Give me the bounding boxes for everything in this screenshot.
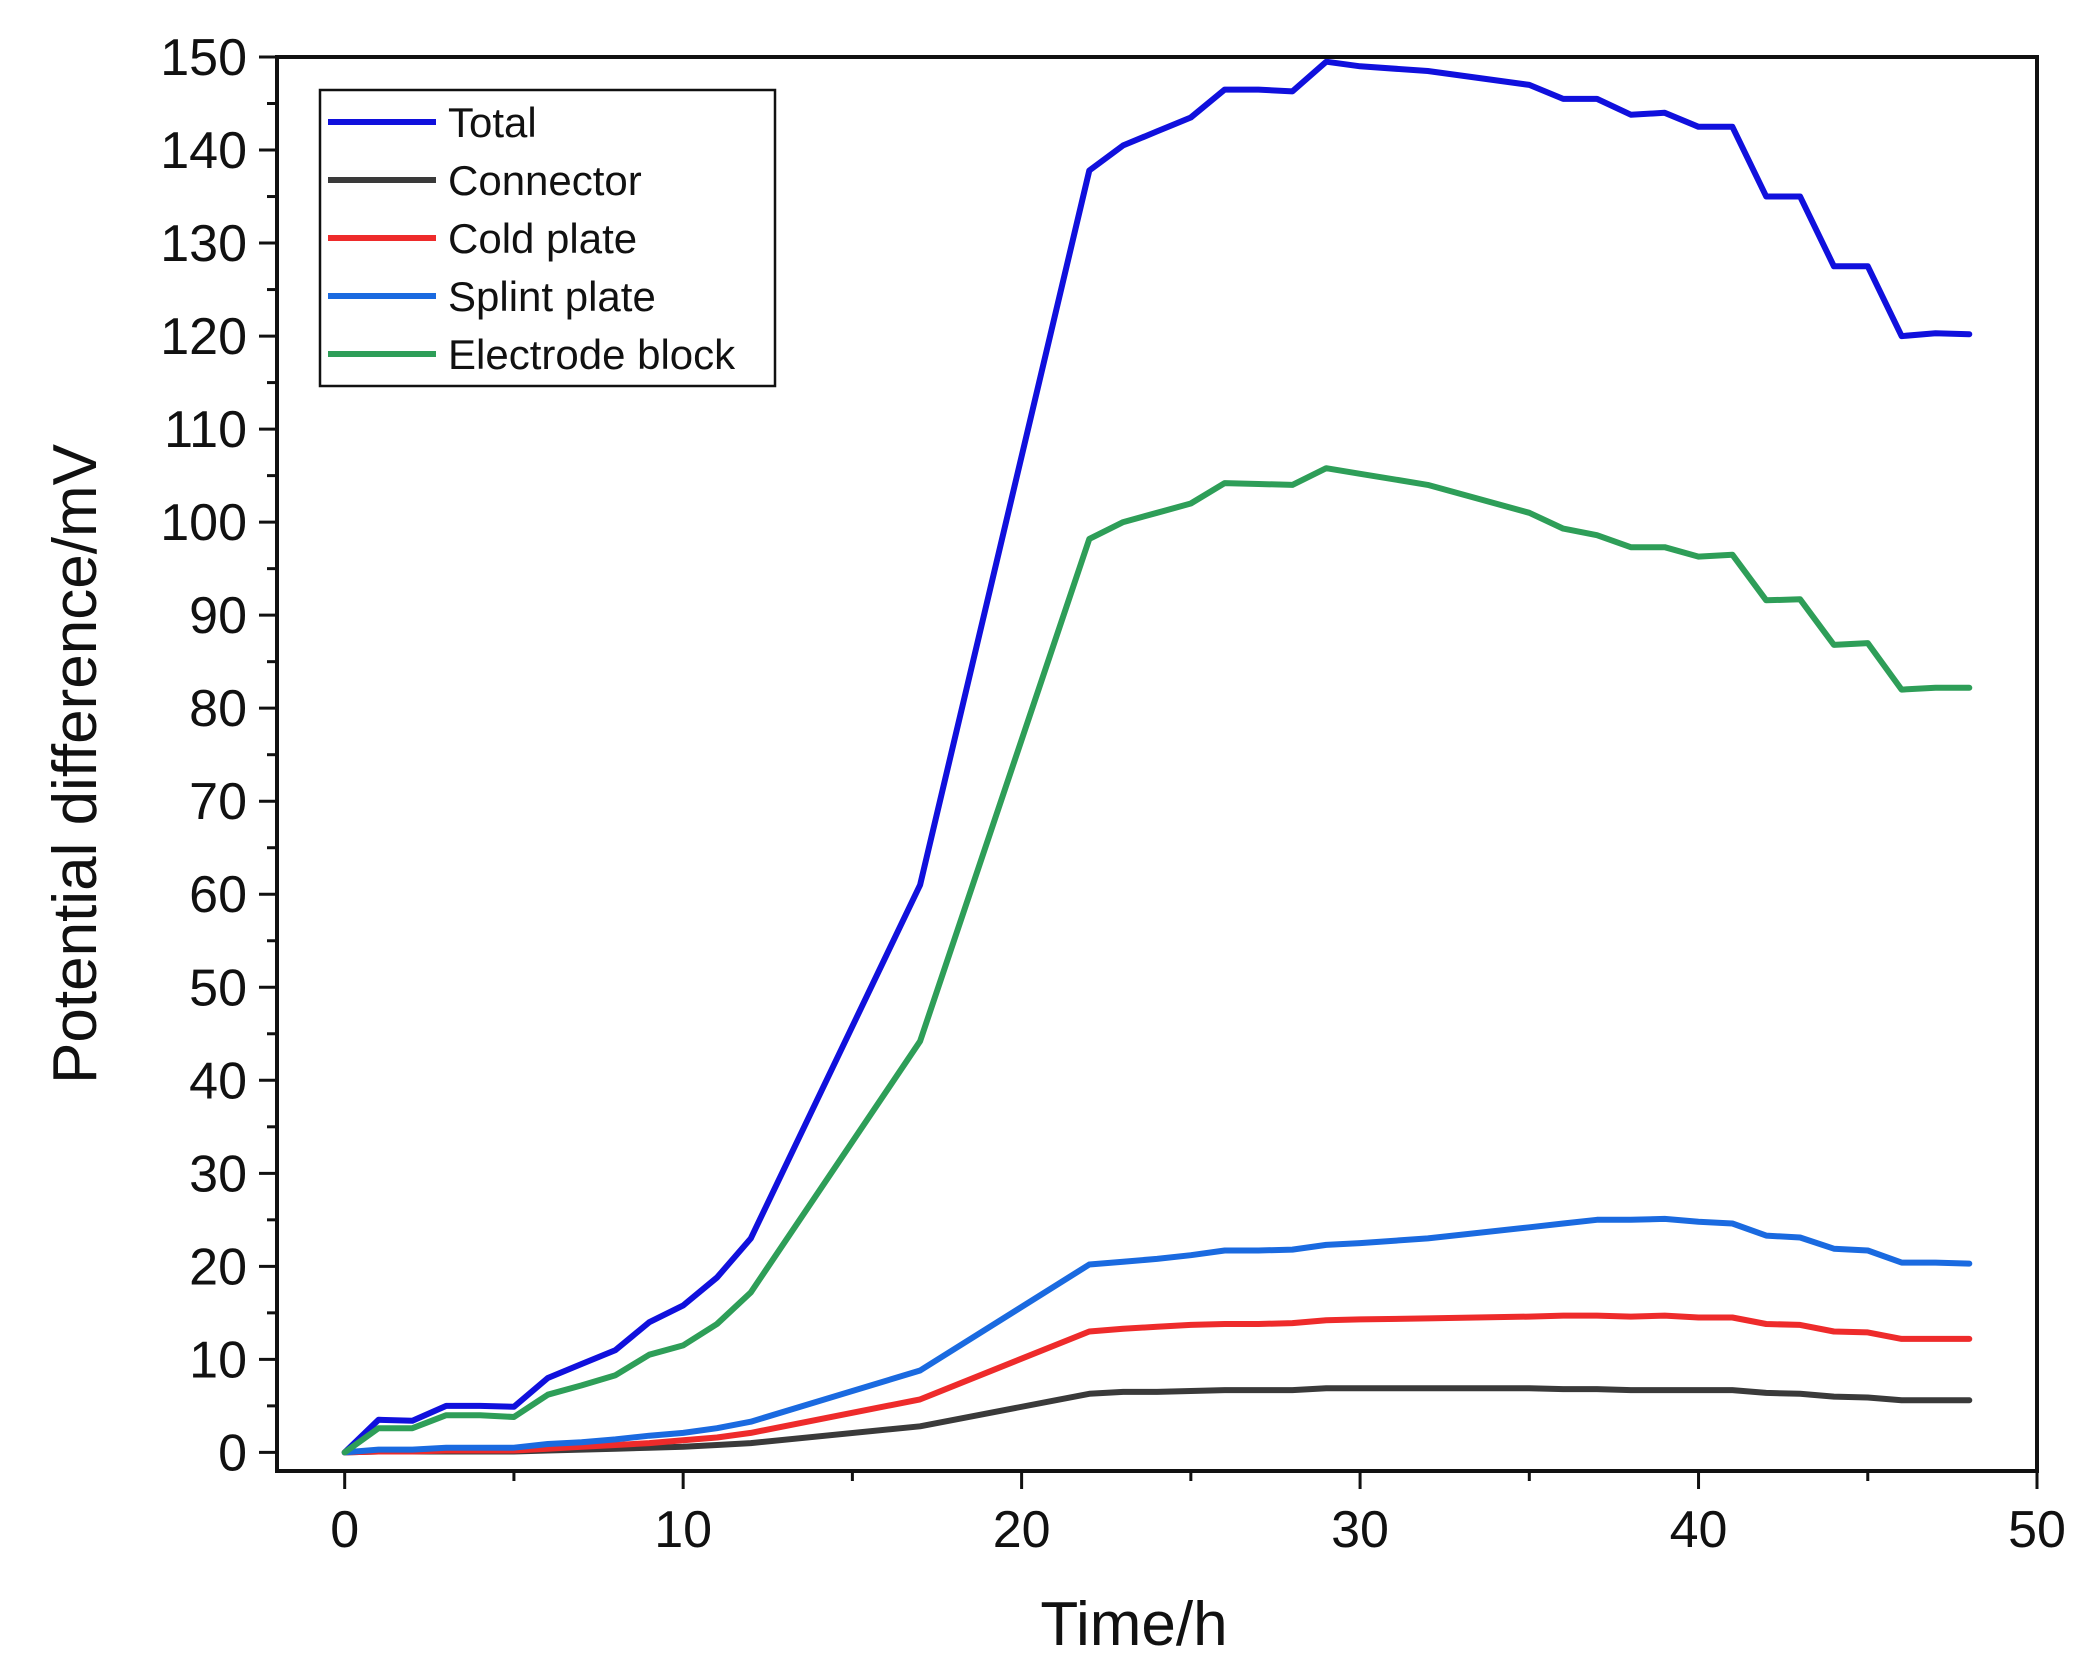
legend-item-splint-plate: Splint plate xyxy=(328,273,656,320)
y-tick-label: 50 xyxy=(189,959,247,1017)
y-tick-label: 130 xyxy=(160,215,247,273)
y-tick-label: 70 xyxy=(189,773,247,831)
legend-item-connector: Connector xyxy=(328,157,642,204)
series-line-electrode-block xyxy=(341,465,1973,1456)
y-tick-label: 80 xyxy=(189,680,247,738)
y-tick-label: 40 xyxy=(189,1052,247,1110)
y-tick-label: 110 xyxy=(164,401,247,459)
series-line-splint-plate xyxy=(341,1215,1973,1456)
x-tick-label: 0 xyxy=(330,1501,359,1559)
y-tick-label: 20 xyxy=(189,1238,247,1296)
y-tick-label: 60 xyxy=(189,866,247,924)
x-tick-label: 30 xyxy=(1331,1501,1389,1559)
legend-item-electrode-block: Electrode block xyxy=(328,331,736,378)
legend-label-electrode-block: Electrode block xyxy=(448,331,736,378)
series-layer xyxy=(341,58,1973,1456)
legend-label-total: Total xyxy=(448,99,537,146)
y-axis: 0 10 20 30 40 50 60 70 80 90 100 110 120 130 140 150 xyxy=(160,29,277,1482)
x-tick-label: 10 xyxy=(654,1501,712,1559)
x-tick-label: 20 xyxy=(993,1501,1051,1559)
y-tick-label: 150 xyxy=(160,29,247,87)
legend-item-cold-plate: Cold plate xyxy=(328,215,637,262)
legend-item-total: Total xyxy=(328,99,537,146)
legend-label-connector: Connector xyxy=(448,157,642,204)
legend-label-splint-plate: Splint plate xyxy=(448,273,656,320)
y-tick-label: 90 xyxy=(189,587,247,645)
y-tick-label: 0 xyxy=(218,1424,247,1482)
y-tick-label: 30 xyxy=(189,1145,247,1203)
x-tick-label: 50 xyxy=(2008,1501,2066,1559)
plot-frame xyxy=(275,55,2039,1473)
series-line-cold-plate xyxy=(341,1312,1973,1456)
y-axis-title: Potential difference/mV xyxy=(41,443,110,1084)
x-axis: 0 10 20 30 40 50 xyxy=(330,1471,2066,1559)
x-axis-title: Time/h xyxy=(1040,1590,1227,1659)
y-tick-label: 10 xyxy=(189,1331,247,1389)
x-tick-label: 40 xyxy=(1670,1501,1728,1559)
y-tick-label: 140 xyxy=(160,122,247,180)
series-line-total xyxy=(341,58,1973,1456)
y-tick-label: 100 xyxy=(160,494,247,552)
legend: Total Connector Cold plate Splint plate … xyxy=(318,88,777,388)
legend-label-cold-plate: Cold plate xyxy=(448,215,637,262)
y-tick-label: 120 xyxy=(160,308,247,366)
